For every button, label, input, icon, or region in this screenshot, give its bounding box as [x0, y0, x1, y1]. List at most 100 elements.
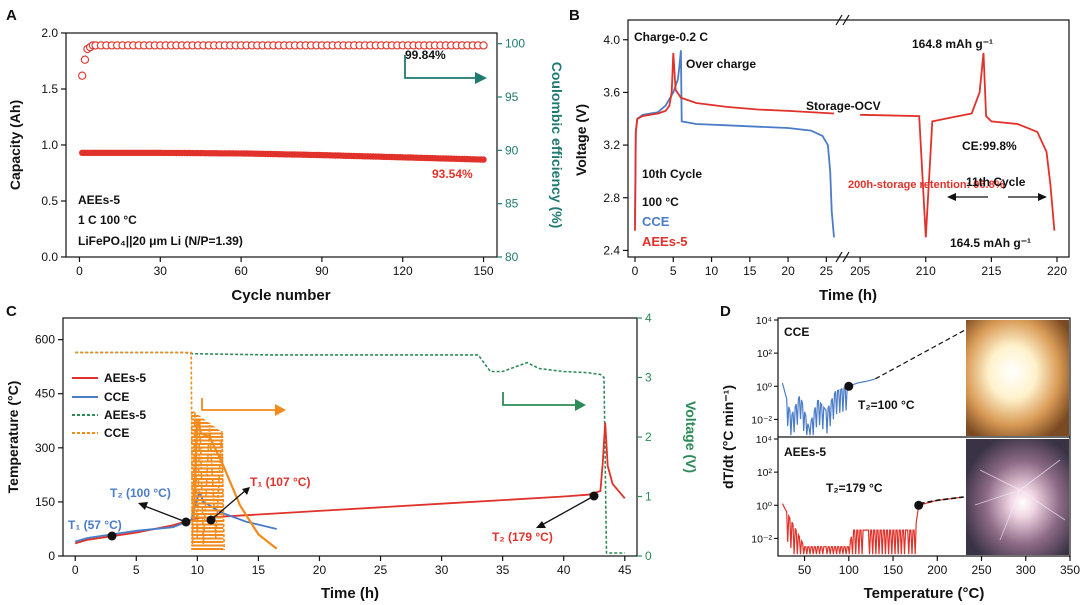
- panel-d-subplot-label-cce: CCE: [784, 325, 809, 339]
- y-tick-label: 3.6: [603, 85, 620, 99]
- x-tick-label: 90: [315, 264, 329, 278]
- x-tick-label: 15: [743, 264, 757, 278]
- y2-tick-label: 85: [505, 197, 519, 211]
- x-tick-label: 220: [1047, 264, 1067, 278]
- x-tick-label: 100: [839, 563, 859, 577]
- ce-point: [80, 55, 90, 64]
- x-tick-label: 200: [927, 563, 947, 577]
- panel-c-annotation-t2-aees: T₂ (179 °C): [492, 530, 553, 544]
- panel-letter-a: A: [6, 7, 17, 24]
- panel-b-annotation-overcharge: Over charge: [686, 57, 756, 71]
- panel-b-ylabel: Voltage (V): [573, 104, 589, 176]
- panel-c: C 0 5 10 15 20 25 30 35 40 45 0 150 300 450 600 0 1 2 3 4…: [5, 303, 699, 602]
- y-tick-label: 10⁻²: [751, 533, 772, 545]
- x-tick-label: 35: [496, 563, 510, 577]
- series-aees-5-line: [634, 52, 835, 231]
- x-tick-label: 60: [234, 264, 248, 278]
- x-tick-label: 10: [191, 563, 205, 577]
- series-aees-5-line: [860, 52, 1056, 238]
- x-tick-label: 205: [850, 264, 870, 278]
- panel-b-xlabel: Time (h): [819, 287, 877, 304]
- extrapolation-line: [875, 327, 969, 380]
- x-tick-label: 15: [252, 563, 266, 577]
- x-tick-label: 25: [374, 563, 388, 577]
- legend-label-cce-volt: CCE: [104, 426, 129, 440]
- onset-point: [914, 500, 924, 510]
- panel-c-y2label: Voltage (V): [683, 401, 699, 473]
- panel-b-annotation-ce: CE:99.8%: [962, 139, 1017, 153]
- panel-c-point-t2-aees: [589, 491, 599, 501]
- y2-tick-label: 1: [645, 490, 652, 504]
- panel-d-subplot-label-aees: AEEs-5: [784, 445, 826, 459]
- panel-d-xlabel: Temperature (°C): [864, 585, 985, 602]
- panel-a-ce-arrow: [404, 55, 485, 79]
- y2-tick-label: 95: [505, 90, 519, 104]
- y2-tick-label: 100: [505, 37, 525, 51]
- panel-b: B 0 5 10 15 20 25 205 210 215 220 2.4 2.8 3.2 3.6 4.0…: [569, 7, 1070, 304]
- panel-letter-d: D: [720, 303, 731, 320]
- series-cce-line: [634, 50, 835, 238]
- panel-b-annotation-cycle10: 10th Cycle: [642, 167, 702, 181]
- x-tick-label: 10: [705, 264, 719, 278]
- panel-c-callout-head-t2-cce: [138, 502, 148, 510]
- y-tick-label: 3.2: [603, 138, 620, 152]
- series-aees-5-dtdt: [781, 496, 963, 555]
- panel-a-annotation-retention: 93.54%: [432, 167, 473, 181]
- y-tick-label: 2.0: [41, 26, 58, 40]
- ce-point: [479, 41, 488, 50]
- panel-a-annotation-electrolyte: AEEs-5: [78, 193, 120, 207]
- panel-d-marker-label-cce: T₂=100 °C: [858, 398, 915, 412]
- x-tick-label: 45: [618, 563, 632, 577]
- series-capacity: [79, 149, 487, 163]
- panel-c-annotation-t2-cce: T₂ (100 °C): [110, 486, 171, 500]
- panel-a-annotation-ce: 99.84%: [405, 48, 446, 62]
- trend-line: [919, 496, 964, 505]
- panel-d-y-ticks: 10⁴ 10² 10⁰ 10⁻² 10⁴ 10² 10⁰ 10⁻²: [751, 315, 778, 545]
- y-tick-label: 0.5: [41, 194, 58, 208]
- y-tick-label: 10⁻²: [751, 414, 772, 426]
- y-tick-label: 0: [48, 549, 55, 563]
- y-tick-label: 450: [35, 387, 55, 401]
- x-tick-label: 350: [1060, 563, 1080, 577]
- series-aees-5-temperature: [74, 422, 626, 545]
- panel-c-legend: AEEs-5 CCE AEEs-5 CCE: [72, 371, 146, 440]
- panel-c-callout-head-t1-aees: [242, 487, 250, 495]
- panel-c-orange-arrowhead: [275, 404, 286, 416]
- series-aees-5-voltage: [75, 351, 625, 554]
- y2-tick-label: 0: [645, 549, 652, 563]
- panel-c-callout-line-t2-cce: [141, 504, 187, 523]
- x-tick-label: 250: [971, 563, 991, 577]
- panel-a-y-ticks: 0.0 0.5 1.0 1.5 2.0: [41, 26, 66, 264]
- x-tick-label: 5: [133, 563, 140, 577]
- panel-c-xlabel: Time (h): [321, 585, 379, 602]
- panel-b-annotation-capacity-top: 164.8 mAh g⁻¹: [912, 37, 993, 51]
- x-tick-label: 150: [883, 563, 903, 577]
- panel-d: D 50 100 150 200 250 300 350 10⁴10²10⁰10⁻²10⁴1…: [720, 303, 1080, 602]
- panel-d-x-ticks: 50 100 150 200 250 300 350: [798, 556, 1080, 577]
- panel-c-green-arrow: [502, 392, 580, 406]
- y-tick-label: 1.0: [41, 138, 58, 152]
- panel-c-marks: [74, 351, 626, 554]
- x-tick-label: 20: [781, 264, 795, 278]
- x-tick-label: 0: [76, 264, 83, 278]
- panel-b-annotation-cycle11: 11th Cycle: [966, 175, 1026, 189]
- panel-letter-b: B: [569, 7, 580, 24]
- y2-tick-label: 80: [505, 250, 519, 264]
- panel-b-marks: [634, 50, 1056, 238]
- x-tick-label: 215: [981, 264, 1001, 278]
- photo-aees-sparks: [974, 459, 1066, 541]
- panel-b-y-ticks: 2.4 2.8 3.2 3.6 4.0: [603, 33, 628, 257]
- panel-c-point-t1-cce: [107, 531, 117, 541]
- panel-c-x-ticks: 0 5 10 15 20 25 30 35 40 45: [72, 556, 632, 577]
- panel-a-y2-ticks: 80 85 90 95 100: [497, 37, 525, 264]
- y2-tick-label: 4: [645, 311, 652, 325]
- x-tick-label: 40: [557, 563, 571, 577]
- panel-b-annotation-retention: 200h-storage retention: 96.8%: [848, 179, 1005, 191]
- x-tick-label: 0: [72, 563, 79, 577]
- panel-b-legend-cce: CCE: [642, 214, 670, 229]
- panel-a-ylabel: Capacity (Ah): [7, 100, 23, 190]
- series-coulombic-efficiency: [78, 41, 488, 80]
- y-tick-label: 10⁰: [756, 381, 773, 393]
- panel-a-ce-arrowhead: [475, 72, 487, 84]
